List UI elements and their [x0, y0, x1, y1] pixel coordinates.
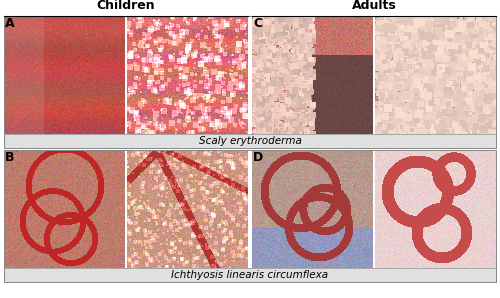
Bar — [4, 150, 496, 282]
Bar — [4, 16, 496, 148]
Bar — [4, 268, 496, 282]
Text: A: A — [5, 17, 15, 30]
Text: B: B — [5, 151, 15, 164]
Text: D: D — [253, 151, 263, 164]
Text: Adults: Adults — [352, 0, 397, 12]
Text: Ichthyosis linearis circumflexa: Ichthyosis linearis circumflexa — [172, 270, 328, 280]
Text: Children: Children — [96, 0, 156, 12]
Text: Scaly erythroderma: Scaly erythroderma — [198, 136, 302, 146]
Bar — [4, 134, 496, 148]
Text: C: C — [253, 17, 262, 30]
